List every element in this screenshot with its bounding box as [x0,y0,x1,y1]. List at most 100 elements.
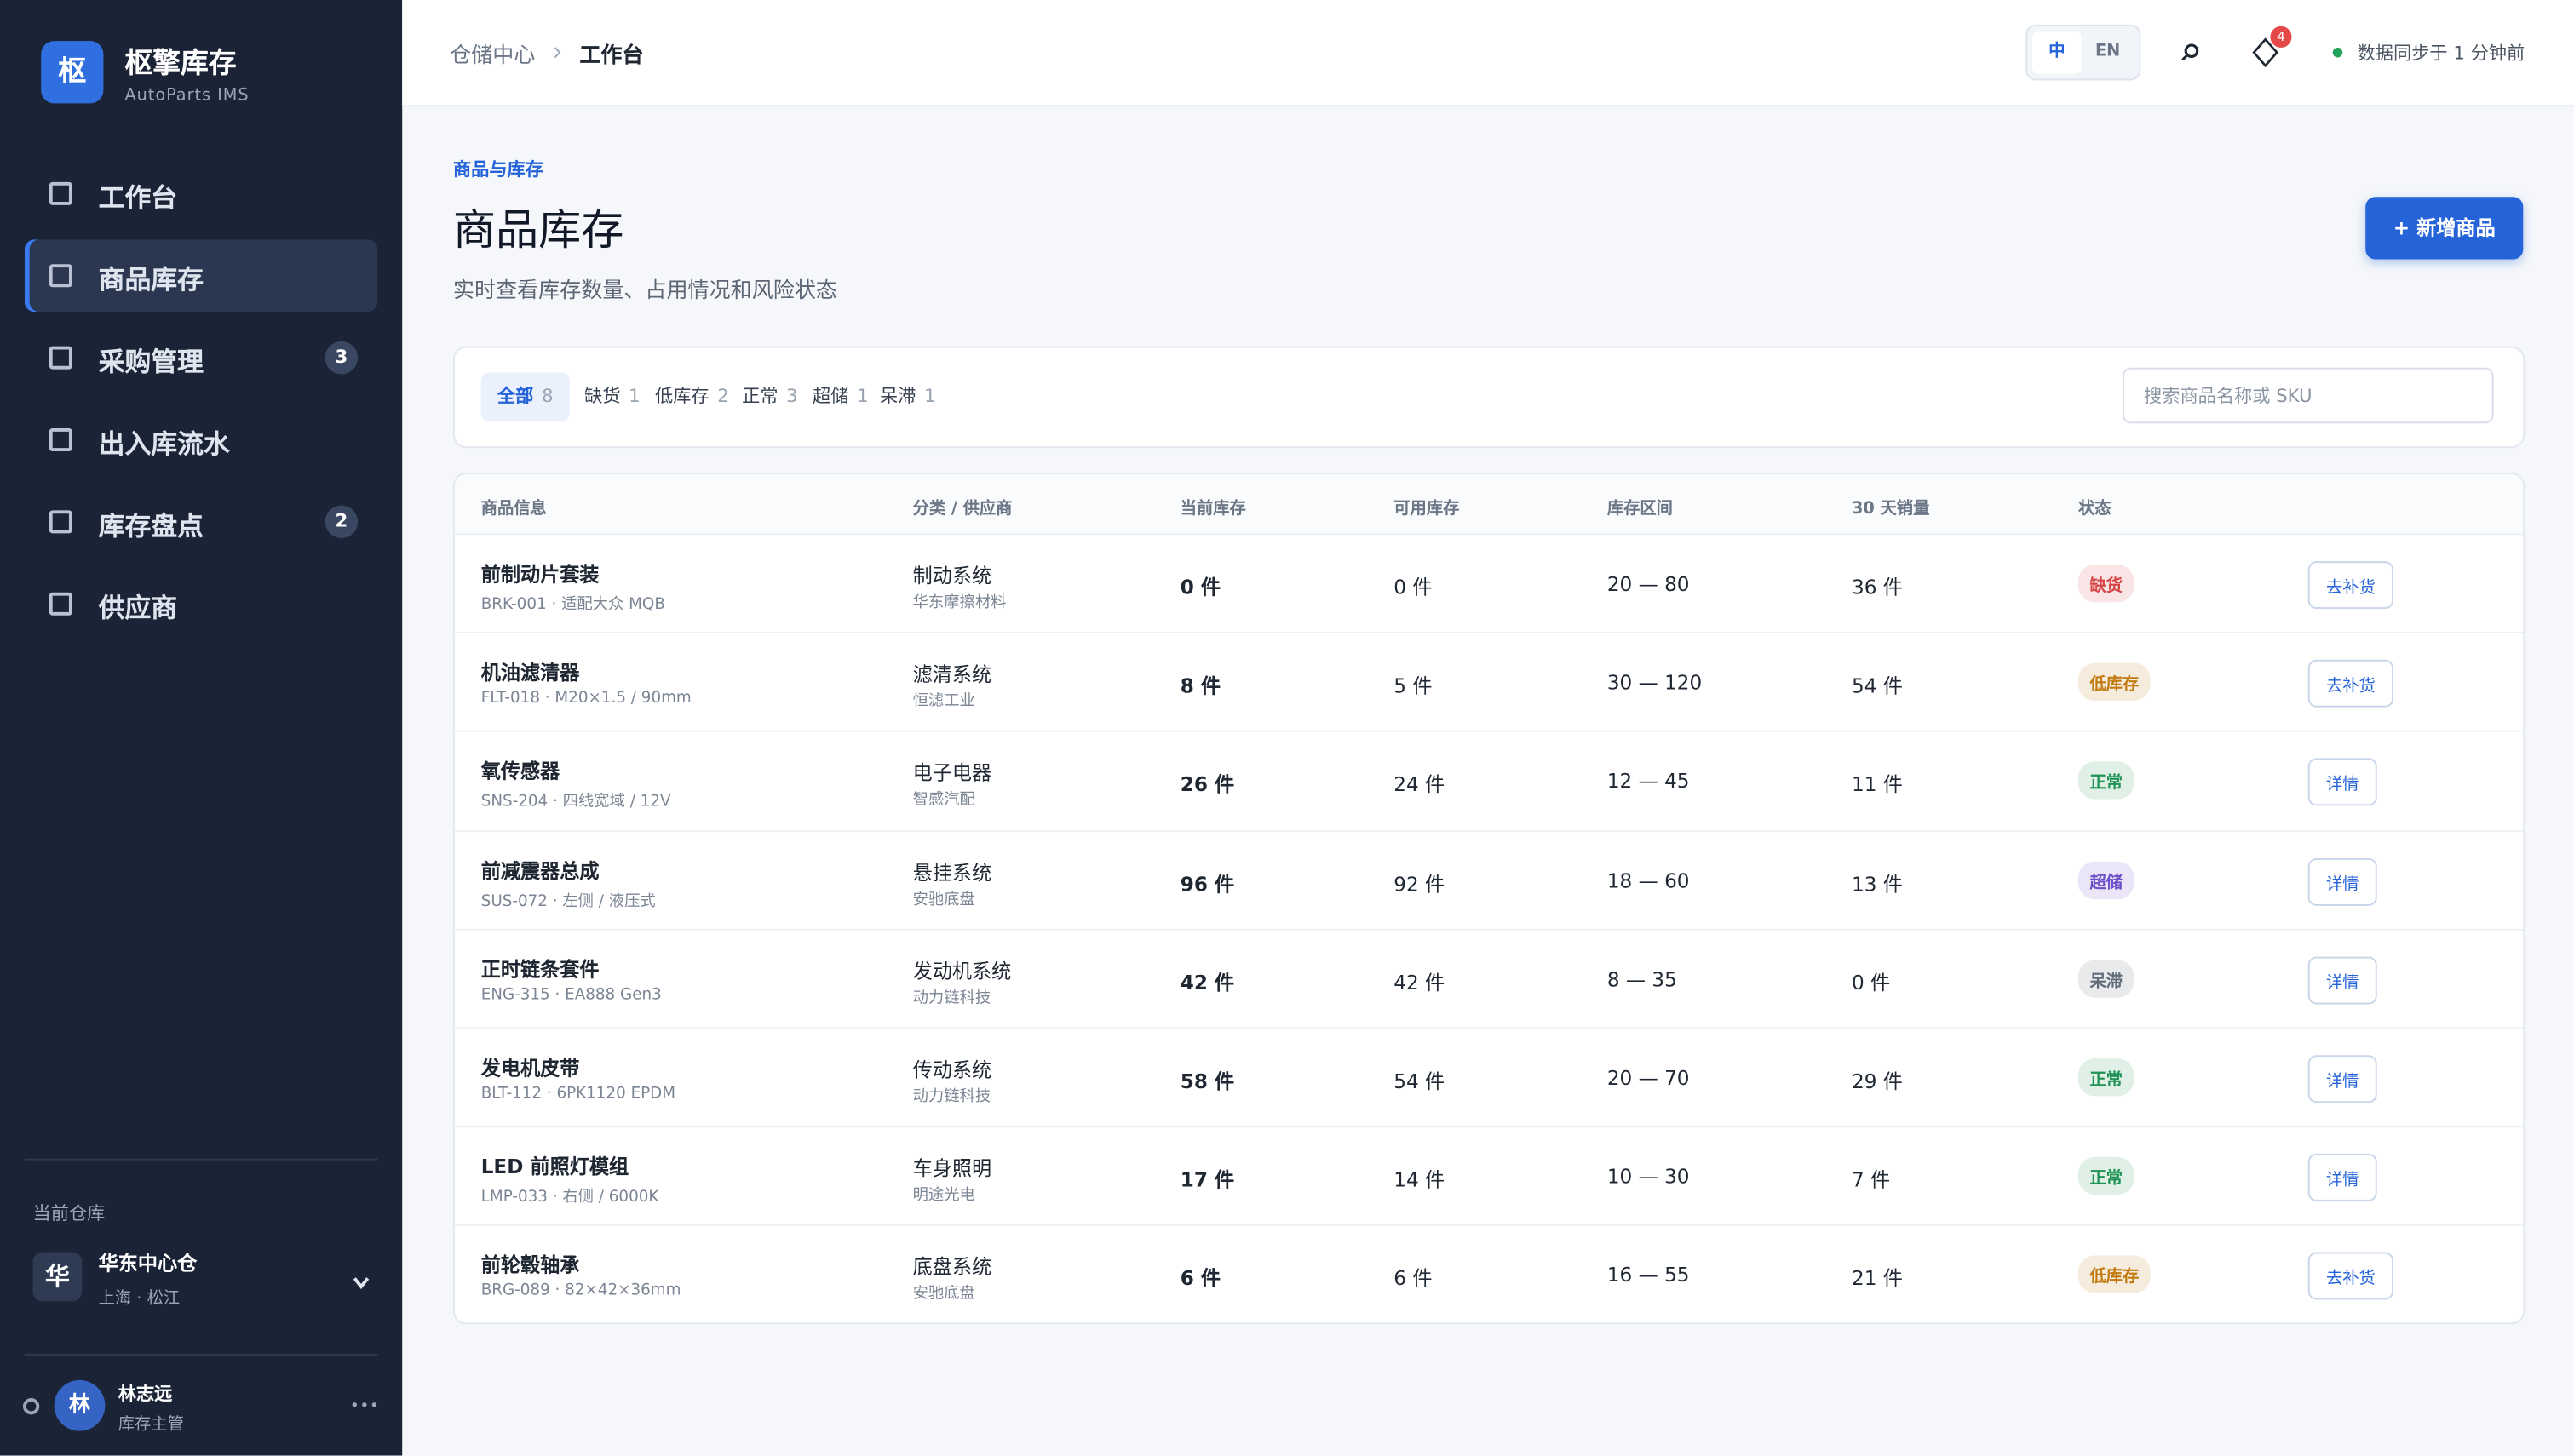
row-action[interactable]: 去补货 [2307,561,2394,610]
table-row: 氧传感器 SNS-204 · 四线宽域 / 12V 电子电器 智感汽配 26 件 24 件… [454,731,2524,831]
warehouse-dropdown[interactable] [351,1276,371,1290]
nav-icon [49,428,72,452]
nav-label: 供应商 [98,592,178,624]
filter-count: 2 [717,385,729,407]
product-name: LED 前照灯模组 [480,1155,629,1179]
product-sku: FLT-018 · M20×1.5 / 90mm [480,689,692,708]
nav-item[interactable]: 商品库存 [24,239,378,312]
search-icon[interactable] [2180,43,2199,62]
stock-range: 10 — 30 [1606,1165,1690,1189]
product-name: 前减震器总成 [480,859,600,883]
status-pill: 低库存 [2077,662,2151,702]
breadcrumb-separator [554,47,561,59]
row-action[interactable]: 详情 [2307,857,2377,906]
row-action[interactable]: 去补货 [2307,1253,2394,1301]
nav-icon [49,592,72,616]
filter-label: 正常 [742,385,779,407]
nav-label: 采购管理 [98,346,204,378]
supplier: 华东摩擦材料 [912,593,1007,612]
eyebrow: 商品与库存 [452,158,543,181]
sidebar: 枢 枢擎库存 AutoParts IMS 工作台 商品库存 采购管理 3 出入库流水 库存… [0,0,403,1456]
filter-tab[interactable]: 缺货 1 [568,372,657,421]
sync-status: 数据同步于 1 分钟前 [2357,43,2525,65]
breadcrumb-item[interactable]: 仓储中心 [450,44,536,69]
sales-30d: 36 件 [1851,576,1903,599]
row-action[interactable]: 详情 [2307,1055,2377,1103]
table-row: 机油滤清器 FLT-018 · M20×1.5 / 90mm 滤清系统 恒滤工业 8 件… [454,632,2524,732]
stock-range: 30 — 120 [1606,671,1703,695]
row-action[interactable]: 详情 [2307,1154,2377,1202]
page-title: 商品库存 [452,206,624,256]
current-stock: 42 件 [1180,971,1235,995]
row-action[interactable]: 去补货 [2307,660,2394,708]
current-stock: 6 件 [1180,1267,1221,1291]
category: 电子电器 [912,762,992,786]
warehouse-label: 当前仓库 [32,1202,106,1224]
status-pill: 超储 [2077,861,2134,899]
nav-item[interactable]: 供应商 [25,568,377,640]
filter-count: 8 [542,385,554,407]
sales-30d: 29 件 [1851,1069,1903,1093]
warehouse-name[interactable]: 华东中心仓 [98,1252,198,1275]
search-input[interactable]: 搜索商品名称或 SKU [2122,367,2494,424]
filter-count: 1 [924,385,936,407]
product-name: 机油滤清器 [480,662,580,685]
nav-item[interactable]: 出入库流水 [25,404,377,476]
settings-icon[interactable] [21,1396,41,1416]
nav-icon [49,346,72,370]
page-subtitle: 实时查看库存数量、占用情况和风险状态 [452,278,837,304]
available-stock: 5 件 [1393,674,1433,698]
product-name: 正时链条套件 [480,958,600,982]
filter-label: 全部 [497,385,534,407]
nav-icon [49,264,72,288]
status-pill: 正常 [2077,1157,2134,1195]
stock-range: 18 — 60 [1606,868,1690,892]
language-option[interactable]: EN [2094,43,2121,61]
row-action[interactable]: 详情 [2307,759,2377,807]
nav-item[interactable]: 工作台 [25,158,377,230]
notification-icon[interactable] [2250,36,2280,69]
row-action[interactable]: 详情 [2307,956,2377,1005]
nav-label: 出入库流水 [98,428,230,460]
divider [24,1354,378,1356]
filter-tab[interactable]: 呆滞 1 [864,372,952,421]
category: 滤清系统 [912,662,992,686]
nav-item[interactable]: 库存盘点 2 [25,485,377,558]
column-header: 30 天销量 [1851,500,1930,519]
supplier: 智感汽配 [912,791,975,810]
filter-tab[interactable]: 正常 3 [726,372,814,421]
user-role: 库存主管 [118,1416,184,1435]
product-sku: ENG-315 · EA888 Gen3 [480,985,662,1005]
filter-tab[interactable]: 全部 8 [480,372,570,422]
sync-dot [2332,47,2343,58]
category: 制动系统 [912,564,992,588]
current-stock: 8 件 [1180,674,1221,698]
available-stock: 6 件 [1393,1267,1433,1291]
stock-range: 8 — 35 [1606,967,1677,991]
category: 发动机系统 [912,960,1012,983]
stock-range: 20 — 70 [1606,1066,1690,1090]
breadcrumb-current: 工作台 [579,44,644,69]
language-option[interactable]: 中 [2031,31,2082,74]
brand-sub: AutoParts IMS [124,87,250,106]
status-pill: 呆滞 [2077,960,2134,998]
nav-label: 工作台 [98,181,178,214]
column-header: 商品信息 [480,500,547,519]
column-header: 当前库存 [1180,500,1246,519]
stock-range: 16 — 55 [1606,1264,1690,1287]
table-row: LED 前照灯模组 LMP-033 · 右侧 / 6000K 车身照明 明途光电 17 … [454,1126,2524,1226]
user-menu[interactable] [351,1402,377,1408]
add-product-button[interactable]: + 新增商品 [2365,197,2524,260]
table-row: 发电机皮带 BLT-112 · 6PK1120 EPDM 传动系统 动力链科技 58 件… [454,1027,2524,1127]
filter-tab[interactable]: 低库存 2 [639,372,745,421]
supplier: 明途光电 [912,1186,975,1205]
current-stock: 0 件 [1180,576,1221,599]
nav-item[interactable]: 采购管理 3 [25,322,377,394]
product-sku: BRK-001 · 适配大众 MQB [480,595,665,614]
status-pill: 低库存 [2077,1256,2151,1294]
stock-range: 20 — 80 [1606,572,1690,596]
brand-logo: 枢 [41,41,104,104]
filter-tab[interactable]: 超储 1 [796,372,885,421]
nav-label: 商品库存 [98,264,204,295]
